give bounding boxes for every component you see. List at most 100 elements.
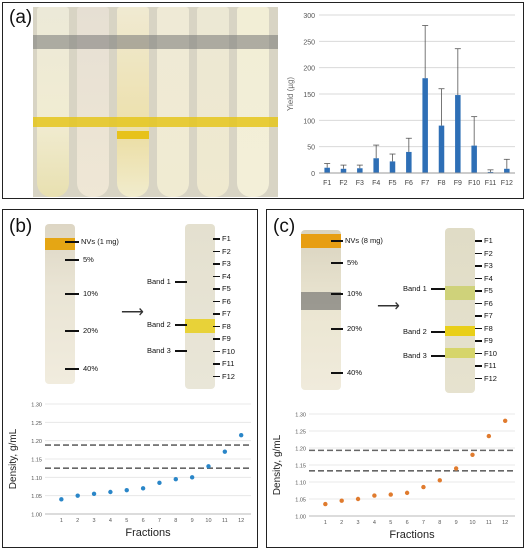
band-label-c-0: Band 1 (403, 284, 427, 293)
y-axis-label-b: Density, g/mL (8, 428, 19, 489)
tick-c-3 (331, 328, 343, 330)
bar-F2 (340, 168, 347, 173)
fraction-label-c-F10: F10 (475, 349, 497, 358)
ytick-label-a-0: 0 (311, 171, 315, 178)
bar-F10 (471, 145, 477, 173)
xtick-label-F8: F8 (437, 180, 445, 187)
bar-F9 (455, 95, 461, 173)
ytick-label-c-0: 1.00 (295, 515, 306, 521)
xtick-label-F1: F1 (323, 180, 331, 187)
left-label-c-4: 40% (347, 368, 363, 377)
left-label-b-0: NVs (1 mg) (81, 237, 119, 246)
point-c-12 (502, 418, 508, 423)
band-3-c (445, 348, 475, 358)
point-c-6 (404, 490, 410, 496)
band-tick-c-2 (431, 355, 445, 357)
yellow-band-a1 (33, 117, 278, 127)
xtick-label-b-0: 1 (60, 518, 63, 524)
point-c-10 (470, 452, 475, 457)
bar-F7 (422, 78, 428, 173)
left-label-b-2: 10% (83, 289, 99, 298)
point-b-10 (206, 464, 211, 469)
tick-b-4 (65, 368, 79, 370)
xtick-label-c-5: 6 (406, 520, 409, 526)
y-axis-label-a: Yield (µg) (286, 77, 295, 111)
gradient-tube-after-b (185, 224, 215, 389)
band-1-c (445, 286, 475, 300)
arrow-icon-c: ⟶ (377, 298, 400, 315)
xtick-label-F3: F3 (356, 180, 364, 187)
left-label-b-4: 40% (83, 364, 99, 373)
tick-c-2 (331, 293, 343, 295)
point-b-8 (173, 476, 178, 482)
fraction-label-b-F4: F4 (213, 272, 231, 281)
point-b-7 (157, 480, 162, 486)
ytick-label-a-6: 300 (303, 13, 315, 20)
xtick-label-F7: F7 (421, 180, 429, 187)
bar-F1 (324, 167, 330, 173)
xtick-label-b-4: 5 (125, 518, 128, 524)
fraction-label-b-F12: F12 (213, 372, 235, 381)
left-label-c-1: 5% (347, 258, 358, 267)
ytick-label-a-4: 200 (303, 66, 315, 73)
fraction-label-c-F6: F6 (475, 299, 493, 308)
point-b-1 (59, 497, 64, 502)
bar-F4 (373, 158, 379, 173)
point-c-7 (421, 484, 426, 490)
left-label-c-3: 20% (347, 324, 363, 333)
band-tick-c-1 (431, 331, 445, 333)
y-axis-label-c: Density, g/mL (272, 434, 283, 495)
fraction-label-c-F4: F4 (475, 274, 493, 283)
fraction-label-c-F9: F9 (475, 336, 493, 345)
xtick-label-b-6: 7 (158, 518, 161, 524)
point-b-12 (238, 432, 244, 438)
panel-c-label: (c) (273, 216, 296, 237)
point-c-3 (355, 496, 361, 502)
ytick-label-c-5: 1.25 (295, 430, 306, 436)
point-c-9 (453, 466, 459, 471)
bar-F8 (438, 125, 445, 173)
xtick-label-b-3: 4 (109, 518, 112, 524)
fraction-label-b-F5: F5 (213, 284, 231, 293)
band-2-c (445, 326, 475, 336)
ytick-label-a-3: 150 (303, 92, 315, 99)
band-label-b-0: Band 1 (147, 277, 171, 286)
xtick-label-F5: F5 (388, 180, 396, 187)
fraction-label-b-F3: F3 (213, 259, 231, 268)
tick-b-1 (65, 259, 79, 261)
xtick-label-F9: F9 (454, 180, 462, 187)
band-tick-c-0 (431, 288, 445, 290)
panel-a: (a) 0 50 100 150 200 250 300 Yield (µg) F1 F2 F3 F4… (2, 2, 524, 199)
gradient-tube-before-c (301, 230, 341, 390)
point-b-4 (108, 489, 113, 495)
fraction-label-b-F8: F8 (213, 322, 231, 331)
fraction-label-c-F5: F5 (475, 286, 493, 295)
panel-c: (c) NVs (8 mg) 5% 10% 20% 40% ⟶ F1 F2 F3 F4… (266, 209, 524, 548)
xtick-label-c-8: 9 (455, 520, 458, 526)
ytick-label-a-5: 250 (303, 39, 315, 46)
xtick-label-b-11: 12 (238, 518, 244, 524)
fraction-label-b-F2: F2 (213, 247, 231, 256)
ytick-label-b-4: 1.20 (31, 439, 42, 445)
ytick-label-b-2: 1.10 (31, 476, 42, 482)
fraction-label-b-F6: F6 (213, 297, 231, 306)
fraction-label-b-F9: F9 (213, 334, 231, 343)
point-c-2 (339, 498, 344, 503)
bar-F6 (406, 151, 412, 173)
ytick-label-b-3: 1.15 (31, 458, 42, 464)
ytick-label-c-2: 1.10 (295, 481, 306, 487)
bar-F3 (357, 168, 363, 173)
band-label-b-1: Band 2 (147, 320, 171, 329)
bar-F5 (389, 161, 396, 173)
nv-layer-c (301, 234, 341, 248)
density-chart-c: 1.001.051.101.151.201.251.301 2 3 4 5 6 7 8 9 10 1… (272, 413, 515, 541)
ytick-label-a-1: 50 (307, 145, 315, 152)
bar-F12 (504, 168, 510, 173)
ytick-label-b-5: 1.25 (31, 421, 42, 427)
point-b-2 (75, 493, 80, 498)
ytick-label-b-0: 1.00 (31, 513, 42, 519)
panel-a-label: (a) (9, 7, 33, 28)
ytick-label-c-6: 1.30 (295, 413, 306, 419)
xtick-label-b-9: 10 (205, 518, 211, 524)
band-2-b (185, 319, 215, 333)
